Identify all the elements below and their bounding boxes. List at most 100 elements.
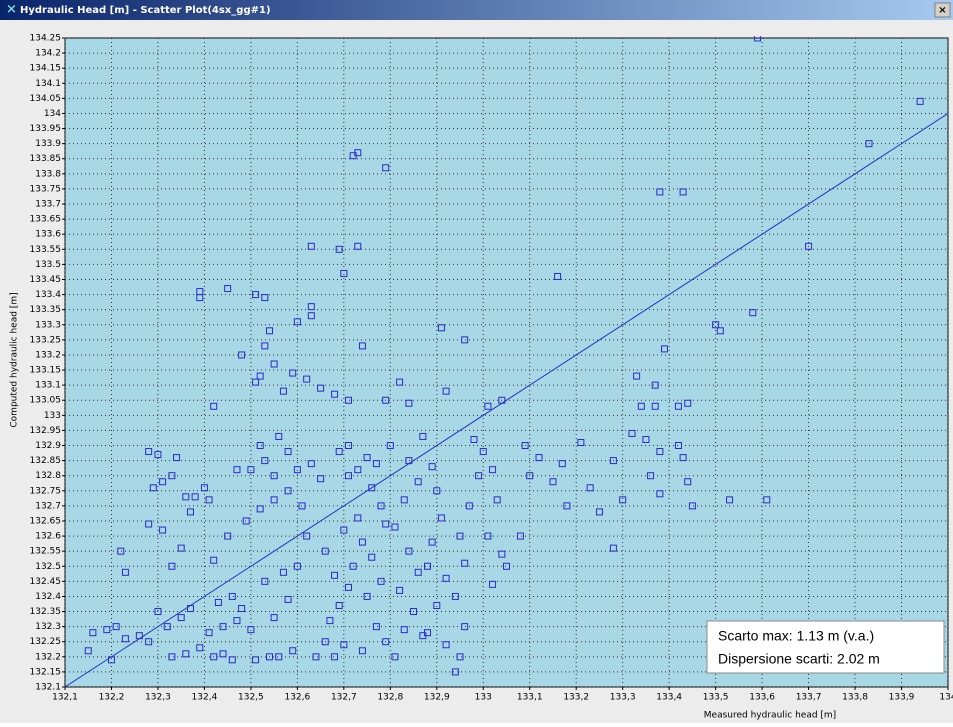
point <box>516 532 524 540</box>
point <box>340 269 348 277</box>
point <box>354 514 362 522</box>
point <box>377 577 385 585</box>
point <box>405 457 413 465</box>
y-tick-label: 133.85 <box>30 154 62 164</box>
point <box>382 396 390 404</box>
point <box>433 487 441 495</box>
point <box>419 632 427 640</box>
point <box>307 242 315 250</box>
close-button[interactable] <box>934 2 951 18</box>
point <box>163 623 171 631</box>
point <box>349 152 357 160</box>
point <box>354 242 362 250</box>
y-tick-label: 132.2 <box>35 652 61 662</box>
point <box>521 442 529 450</box>
point <box>344 472 352 480</box>
x-tick-label: 133,7 <box>796 693 822 703</box>
point <box>609 457 617 465</box>
point <box>405 399 413 407</box>
point <box>609 544 617 552</box>
point <box>289 647 297 655</box>
point <box>303 532 311 540</box>
x-tick-label: 133,9 <box>889 693 915 703</box>
y-tick-label: 132.65 <box>30 516 62 526</box>
point <box>293 562 301 570</box>
y-tick-label: 132.3 <box>35 622 61 632</box>
plot-area <box>64 37 949 688</box>
point <box>196 644 204 652</box>
x-tick-label: 132,5 <box>238 693 264 703</box>
point <box>145 448 153 456</box>
y-tick-label: 133.45 <box>30 275 62 285</box>
y-tick-label: 132.75 <box>30 486 62 496</box>
point <box>284 487 292 495</box>
point <box>270 360 278 368</box>
point <box>419 432 427 440</box>
annotation-box <box>706 620 945 674</box>
point <box>442 387 450 395</box>
point <box>349 562 357 570</box>
point <box>196 294 204 302</box>
point <box>168 653 176 661</box>
point <box>372 623 380 631</box>
point <box>284 595 292 603</box>
y-tick-label: 133 <box>44 411 61 421</box>
point <box>377 502 385 510</box>
point <box>619 496 627 504</box>
point <box>121 568 129 576</box>
point <box>177 614 185 622</box>
point <box>396 378 404 386</box>
point <box>228 592 236 600</box>
point <box>498 550 506 558</box>
close-icon[interactable]: × <box>938 5 946 16</box>
x-tick-label: 133,8 <box>842 693 868 703</box>
y-tick-label: 132.45 <box>30 577 62 587</box>
point <box>321 638 329 646</box>
y-tick-label: 132.15 <box>30 667 62 677</box>
point <box>210 402 218 410</box>
point <box>674 442 682 450</box>
point <box>331 653 339 661</box>
point <box>656 490 664 498</box>
x-tick-label: 132,3 <box>145 693 171 703</box>
point <box>279 387 287 395</box>
point <box>293 466 301 474</box>
point <box>461 336 469 344</box>
point <box>679 454 687 462</box>
point <box>242 517 250 525</box>
point <box>382 638 390 646</box>
point <box>256 372 264 380</box>
point <box>182 493 190 501</box>
point <box>154 451 162 459</box>
point <box>805 242 813 250</box>
point <box>298 502 306 510</box>
point <box>270 472 278 480</box>
point <box>289 369 297 377</box>
point <box>493 496 501 504</box>
point <box>159 526 167 534</box>
point <box>554 272 562 280</box>
point <box>535 454 543 462</box>
point <box>651 381 659 389</box>
point <box>159 478 167 486</box>
point <box>656 448 664 456</box>
point <box>679 188 687 196</box>
point <box>145 520 153 528</box>
point <box>270 496 278 504</box>
y-tick-label: 132.4 <box>35 592 61 602</box>
point <box>461 559 469 567</box>
point <box>526 472 534 480</box>
y-tick-label: 133.75 <box>30 184 62 194</box>
point <box>335 448 343 456</box>
point <box>382 520 390 528</box>
y-tick-label: 134.25 <box>30 34 62 44</box>
point <box>400 496 408 504</box>
point <box>688 502 696 510</box>
app-icon: ✕ <box>6 3 17 18</box>
point <box>372 460 380 468</box>
point <box>252 378 260 386</box>
point <box>442 574 450 582</box>
point <box>633 372 641 380</box>
y-tick-label: 133.15 <box>30 366 62 376</box>
y-tick-label: 132.5 <box>35 562 61 572</box>
